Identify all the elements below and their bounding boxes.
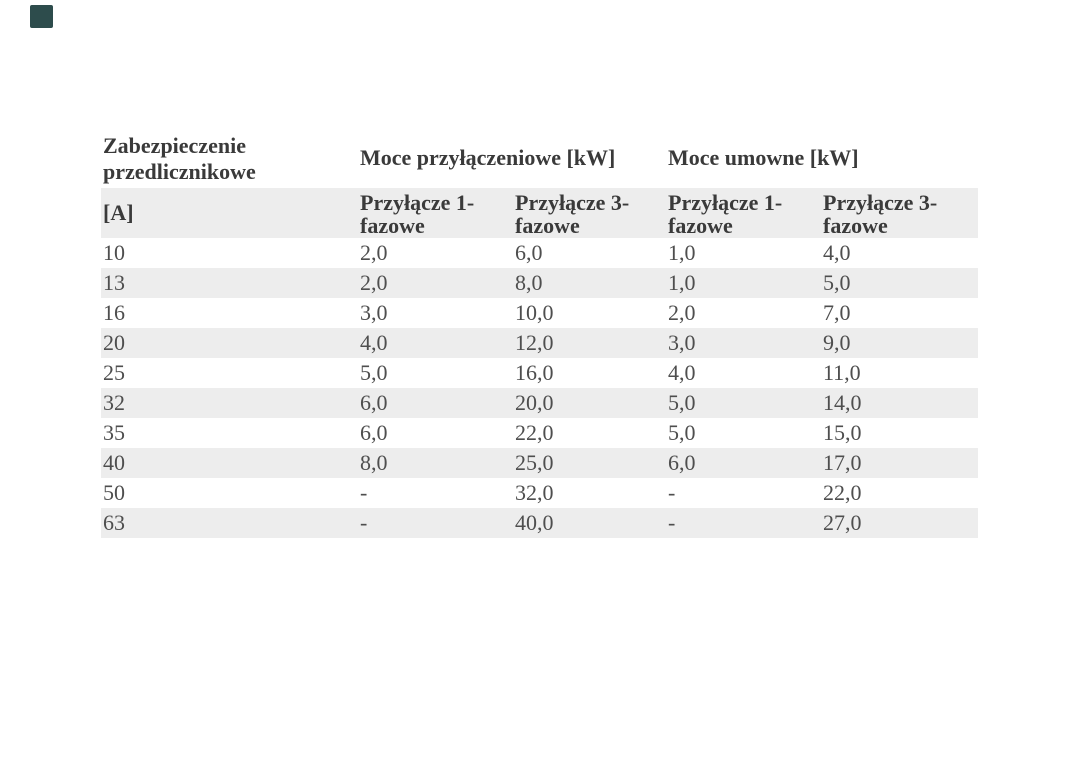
group-header-connection-power: Moce przyłączeniowe [kW] (360, 145, 616, 170)
fuse-cell: 35 (103, 420, 125, 445)
value-cell: 2,0 (668, 300, 696, 325)
value-cell: - (668, 480, 676, 505)
value-cell: 7,0 (823, 300, 851, 325)
value-cell: 22,0 (515, 420, 554, 445)
value-cell: 1,0 (668, 240, 696, 265)
table-row: 25 5,0 16,0 4,0 11,0 (101, 358, 978, 388)
column-header-contracted-3phase: Przyłącze 3-fazowe (823, 190, 938, 238)
logo-square (30, 5, 53, 28)
fuse-cell: 63 (103, 510, 125, 535)
column-header-connection-3phase: Przyłącze 3-fazowe (515, 190, 630, 238)
value-cell: 3,0 (668, 330, 696, 355)
fuse-cell: 32 (103, 390, 125, 415)
value-cell: 27,0 (823, 510, 862, 535)
column-header-contracted-1phase: Przyłącze 1-fazowe (668, 190, 783, 238)
value-cell: 8,0 (515, 270, 543, 295)
table-row: 40 8,0 25,0 6,0 17,0 (101, 448, 978, 478)
value-cell: 2,0 (360, 240, 388, 265)
table-subheader-row: [A] Przyłącze 1-fazowe Przyłącze 3-fazow… (101, 188, 978, 238)
value-cell: 5,0 (668, 390, 696, 415)
value-cell: 12,0 (515, 330, 554, 355)
table-row: 35 6,0 22,0 5,0 15,0 (101, 418, 978, 448)
fuse-cell: 16 (103, 300, 125, 325)
value-cell: 5,0 (823, 270, 851, 295)
value-cell: 6,0 (360, 390, 388, 415)
value-cell: 15,0 (823, 420, 862, 445)
value-cell: - (668, 510, 676, 535)
column-header-fuse-protection: Zabezpieczenie przedlicznikowe (103, 133, 256, 184)
value-cell: 2,0 (360, 270, 388, 295)
value-cell: 3,0 (360, 300, 388, 325)
value-cell: - (360, 480, 368, 505)
value-cell: 4,0 (823, 240, 851, 265)
column-header-connection-1phase: Przyłącze 1-fazowe (360, 190, 475, 238)
value-cell: 32,0 (515, 480, 554, 505)
value-cell: 8,0 (360, 450, 388, 475)
value-cell: 4,0 (360, 330, 388, 355)
value-cell: 4,0 (668, 360, 696, 385)
value-cell: 25,0 (515, 450, 554, 475)
value-cell: 5,0 (668, 420, 696, 445)
value-cell: 6,0 (360, 420, 388, 445)
column-header-ampere-unit: [A] (103, 200, 134, 225)
fuse-cell: 13 (103, 270, 125, 295)
value-cell: 11,0 (823, 360, 861, 385)
table-row: 50 - 32,0 - 22,0 (101, 478, 978, 508)
group-header-contracted-power: Moce umowne [kW] (668, 145, 859, 170)
value-cell: - (360, 510, 368, 535)
fuse-cell: 50 (103, 480, 125, 505)
value-cell: 17,0 (823, 450, 862, 475)
value-cell: 10,0 (515, 300, 554, 325)
value-cell: 6,0 (668, 450, 696, 475)
fuse-cell: 20 (103, 330, 125, 355)
value-cell: 20,0 (515, 390, 554, 415)
value-cell: 6,0 (515, 240, 543, 265)
value-cell: 22,0 (823, 480, 862, 505)
value-cell: 40,0 (515, 510, 554, 535)
fuse-cell: 10 (103, 240, 125, 265)
table-row: 32 6,0 20,0 5,0 14,0 (101, 388, 978, 418)
table-row: 10 2,0 6,0 1,0 4,0 (101, 238, 978, 268)
value-cell: 16,0 (515, 360, 554, 385)
value-cell: 1,0 (668, 270, 696, 295)
table-row: 16 3,0 10,0 2,0 7,0 (101, 298, 978, 328)
table-row: 63 - 40,0 - 27,0 (101, 508, 978, 538)
power-table: Zabezpieczenie przedlicznikowe Moce przy… (101, 133, 978, 538)
table-row: 20 4,0 12,0 3,0 9,0 (101, 328, 978, 358)
value-cell: 14,0 (823, 390, 862, 415)
table-row: 13 2,0 8,0 1,0 5,0 (101, 268, 978, 298)
value-cell: 9,0 (823, 330, 851, 355)
value-cell: 5,0 (360, 360, 388, 385)
fuse-cell: 25 (103, 360, 125, 385)
fuse-cell: 40 (103, 450, 125, 475)
table-group-header-row: Zabezpieczenie przedlicznikowe Moce przy… (101, 133, 978, 188)
